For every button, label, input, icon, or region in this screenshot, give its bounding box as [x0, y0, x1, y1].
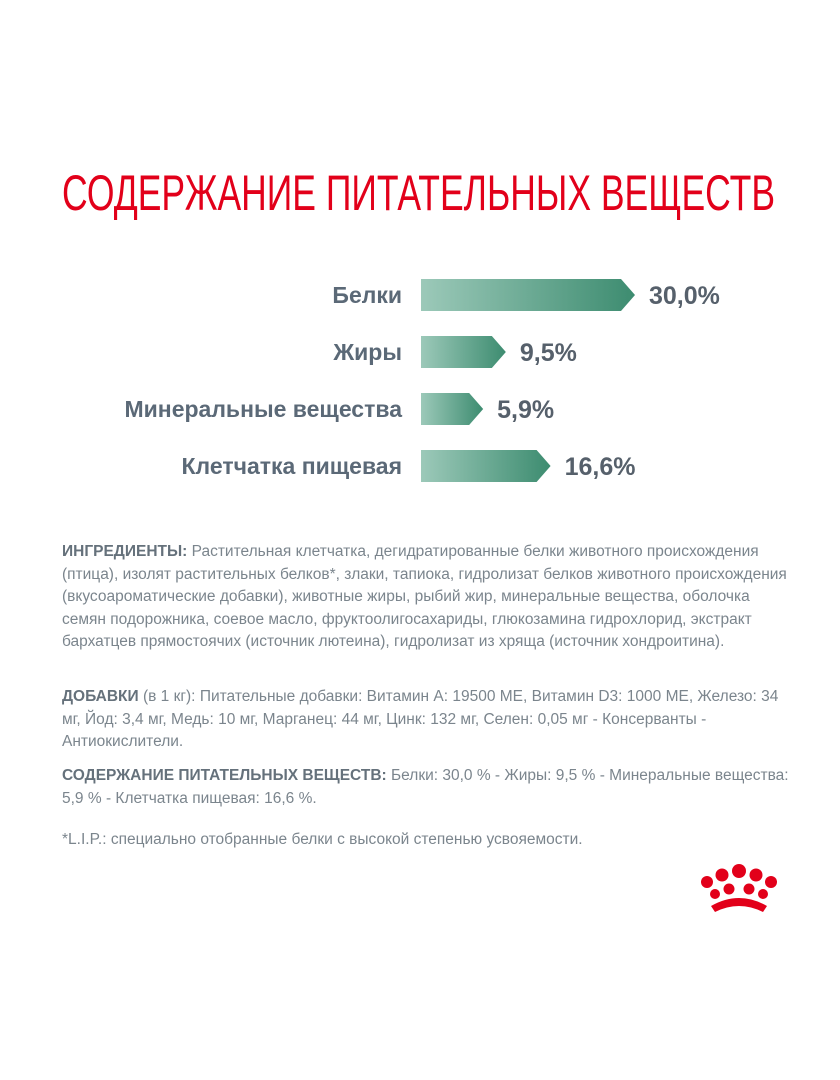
chart: СОДЕРЖАНИЕ ПИТАТЕЛЬНЫХ ВЕЩЕСТВ Белки 30,0…: [62, 165, 775, 482]
category-label: Белки: [332, 282, 402, 308]
logo: [701, 864, 777, 912]
value-label: 5,9%: [497, 396, 554, 424]
value-label: 16,6%: [565, 453, 636, 481]
section-text: Белки: 30,0 % - Жиры: 9,5 % - Минеральны…: [62, 767, 789, 807]
category-label: Минеральные вещества: [125, 396, 403, 422]
bar: [421, 393, 484, 425]
nutrients: СОДЕРЖАНИЕ ПИТАТЕЛЬНЫХ ВЕЩЕСТВ: Белки: 3…: [62, 765, 792, 810]
section-text: Питательные добавки: Витамин А: 19500 МЕ…: [62, 688, 779, 750]
section-label: ИНГРЕДИЕНТЫ:: [62, 543, 188, 560]
section-qualifier: (в 1 кг):: [142, 688, 196, 705]
footnote: *L.I.P.: специально отобранные белки с в…: [62, 831, 583, 848]
section-label: ДОБАВКИ: [62, 688, 139, 705]
bar: [421, 450, 551, 482]
chart-title: СОДЕРЖАНИЕ ПИТАТЕЛЬНЫХ ВЕЩЕСТВ: [62, 165, 775, 221]
category-label: Клетчатка пищевая: [182, 453, 402, 479]
bar: [421, 279, 635, 311]
category-label: Жиры: [332, 339, 402, 365]
value-label: 9,5%: [520, 339, 577, 367]
ingredients: ИНГРЕДИЕНТЫ: Растительная клетчатка, дег…: [62, 541, 792, 654]
section-label: СОДЕРЖАНИЕ ПИТАТЕЛЬНЫХ ВЕЩЕСТВ:: [62, 767, 387, 784]
additives: ДОБАВКИ (в 1 кг): Питательные добавки: В…: [62, 686, 792, 754]
bar: [421, 336, 506, 368]
section-text: Растительная клетчатка, дегидратированны…: [62, 543, 787, 650]
value-label: 30,0%: [649, 282, 720, 310]
